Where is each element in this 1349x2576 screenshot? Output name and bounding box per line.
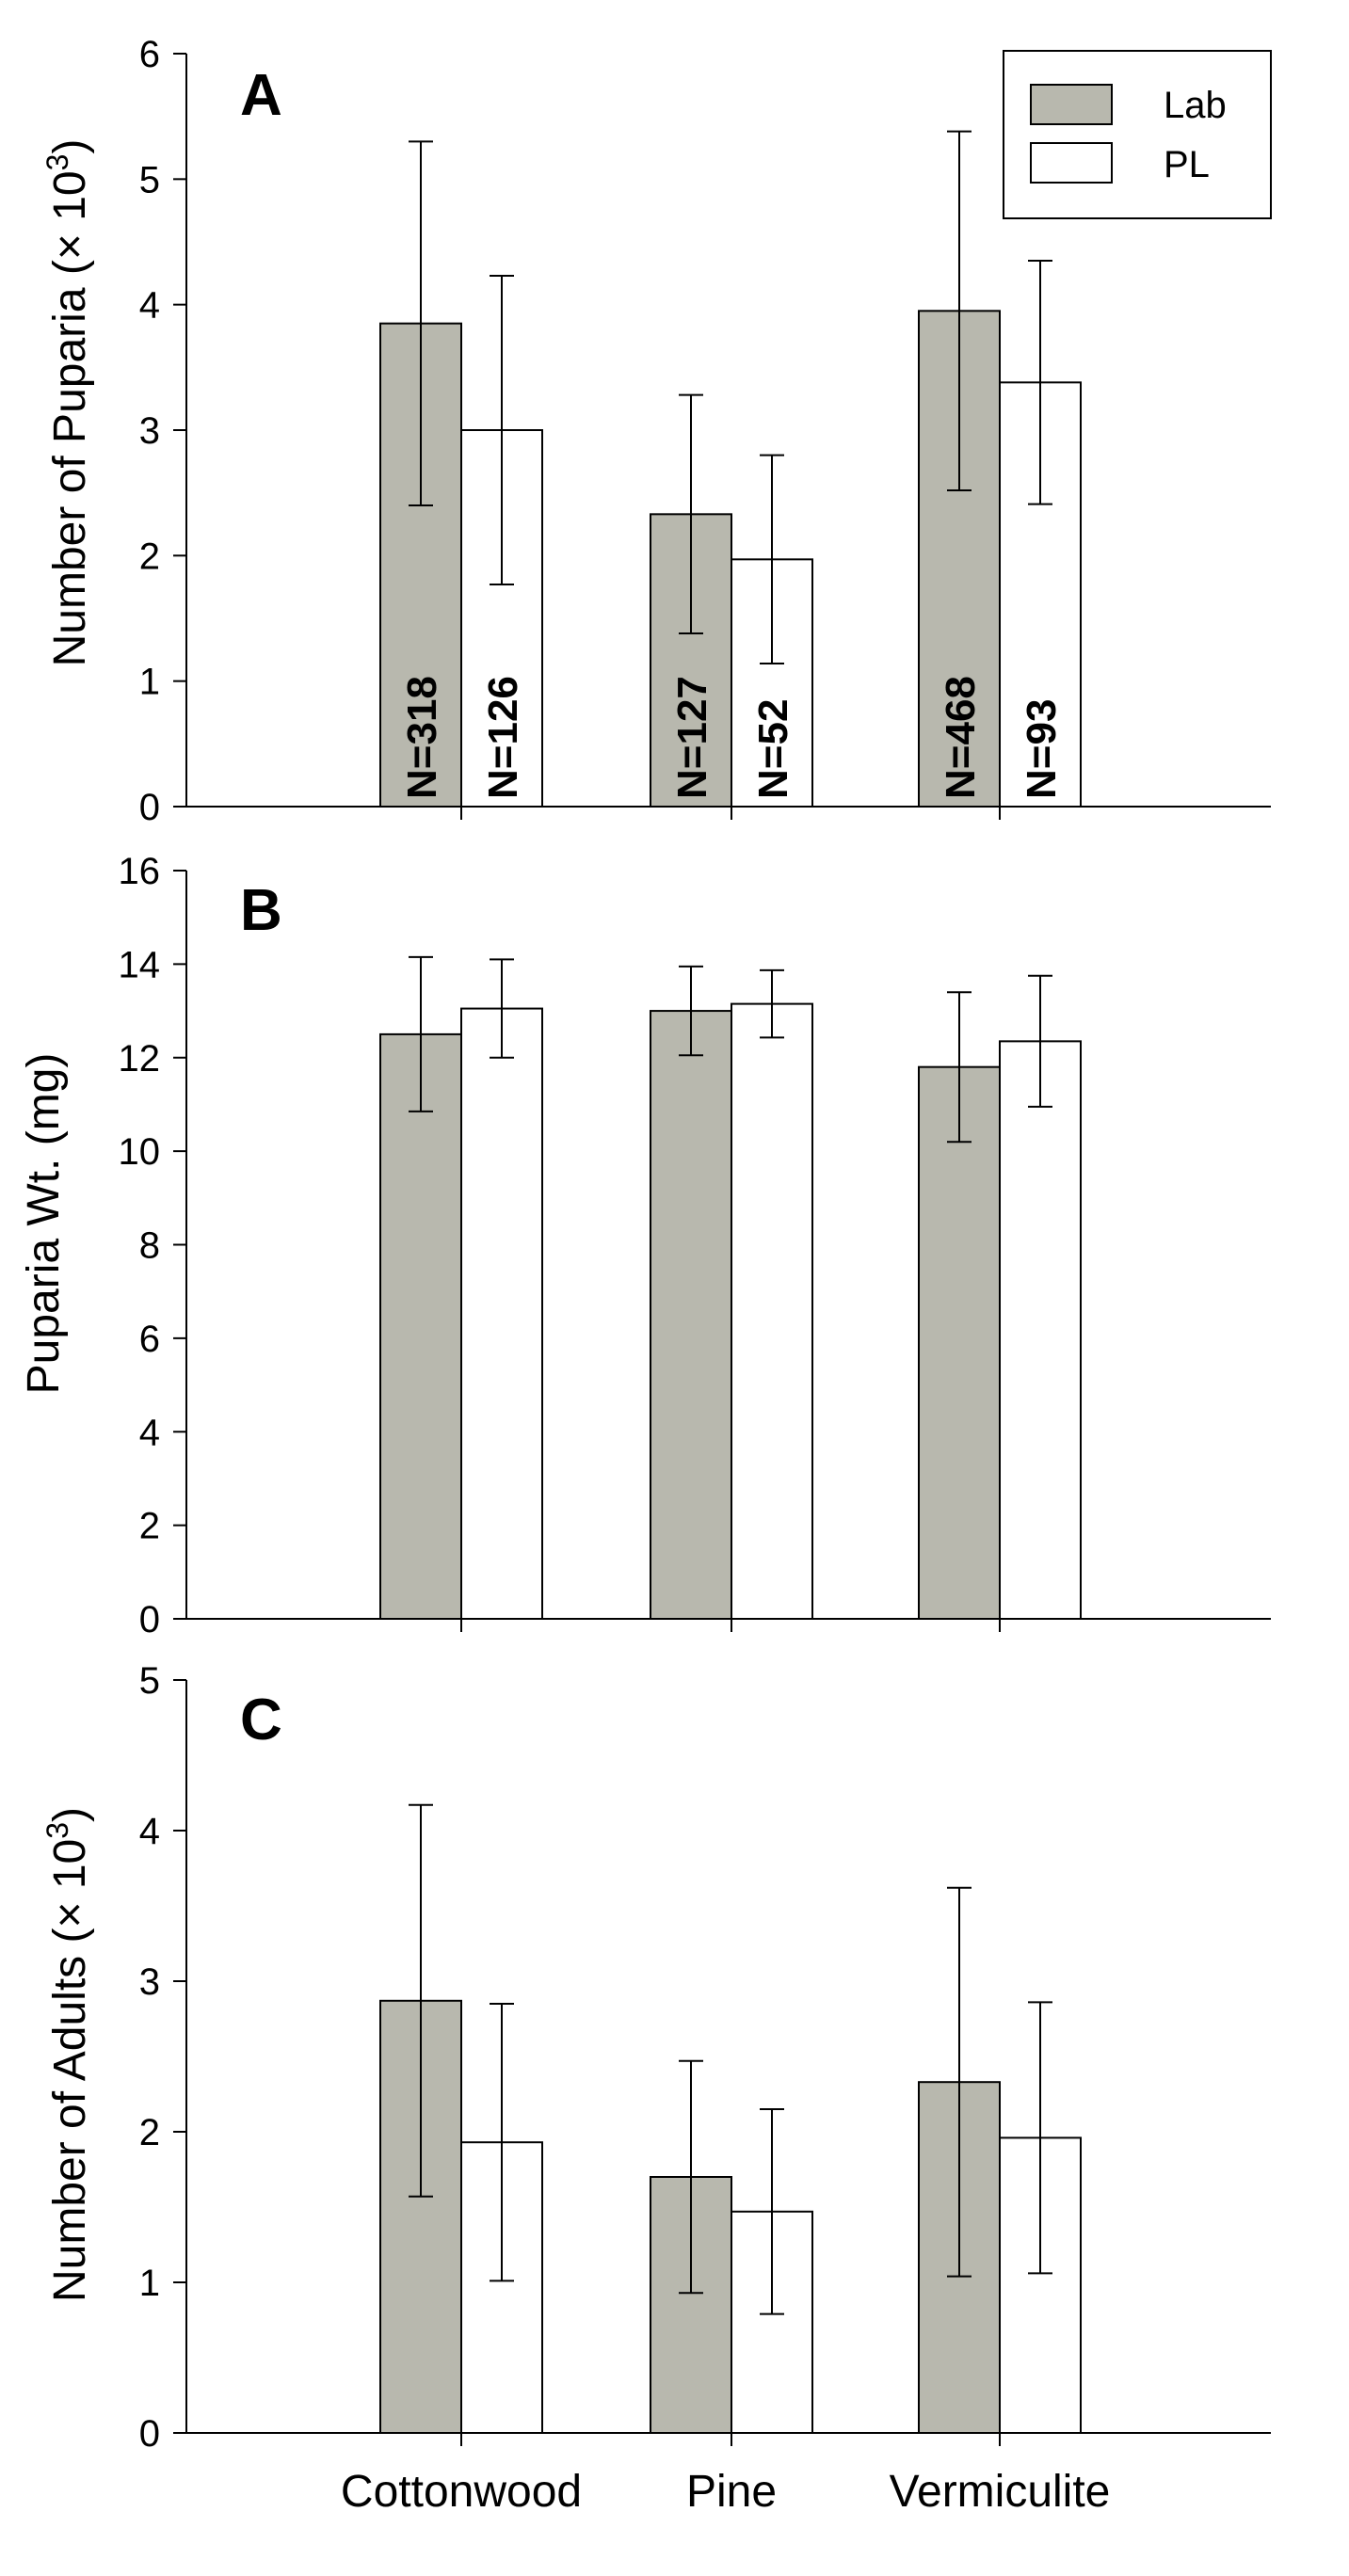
panel-c-letter: C <box>240 1688 282 1752</box>
y-tick-label: 3 <box>139 410 160 452</box>
legend-box <box>1003 50 1272 219</box>
panel-c: C Number of Adults (× 103) 0 1 2 3 4 5 Cotton… <box>40 1660 1271 2517</box>
sample-size-label: N=93 <box>1019 699 1065 799</box>
legend-swatch-lab <box>1030 84 1113 125</box>
error-bar-pl-pine <box>760 2108 784 2315</box>
panel-c-ylabel: Number of Adults (× 103) <box>40 1807 95 2302</box>
error-bar-pl-pine <box>760 968 784 1039</box>
y-tick-label: 5 <box>139 159 160 200</box>
y-tick-label: 0 <box>139 2413 160 2455</box>
error-bar-lab-pine <box>679 965 703 1057</box>
bar-pl-cottonwood <box>460 2141 543 2434</box>
error-bar-pl-vermiculite <box>1028 2001 1052 2275</box>
sample-size-label: N=52 <box>750 699 796 799</box>
y-tick-label: 4 <box>139 285 160 327</box>
error-bar-lab-cottonwood <box>409 140 433 506</box>
panel-a-letter: A <box>240 63 282 128</box>
y-tick-label: 6 <box>139 34 160 75</box>
x-category-label: Vermiculite <box>890 2467 1111 2517</box>
error-bar-pl-cottonwood <box>490 2003 514 2282</box>
legend-swatch-pl <box>1030 142 1113 184</box>
sample-size-label: N=468 <box>938 676 984 799</box>
bar-pl-vermiculite <box>999 1040 1082 1620</box>
panel-a: A Number of Puparia (× 103) N=318 N=126 N=… <box>40 34 1272 828</box>
panel-b: B Puparia Wt. (mg) 0 2 4 6 8 10 12 14 16 <box>19 851 1271 1640</box>
y-tick-label: 6 <box>139 1319 160 1360</box>
y-tick-label: 2 <box>139 2112 160 2153</box>
error-bar-lab-cottonwood <box>409 1803 433 2198</box>
y-tick-label: 0 <box>139 1599 160 1640</box>
legend: Lab PL <box>1003 50 1272 219</box>
bar-pl-pine <box>731 1002 813 1620</box>
error-bar-lab-vermiculite <box>947 991 972 1144</box>
bar-lab-vermiculite <box>918 1065 1001 1620</box>
sample-size-label: N=127 <box>669 676 715 799</box>
legend-label-lab: Lab <box>1164 85 1227 126</box>
sample-size-label: N=126 <box>480 676 526 799</box>
sample-size-label: N=318 <box>399 676 445 799</box>
y-tick-label: 1 <box>139 662 160 703</box>
panel-b-ylabel: Puparia Wt. (mg) <box>19 1053 69 1395</box>
y-tick-label: 4 <box>139 1412 160 1453</box>
y-tick-label: 10 <box>119 1131 161 1173</box>
y-tick-label: 3 <box>139 1961 160 2003</box>
error-bar-pl-cottonwood <box>490 958 514 1059</box>
y-tick-label: 8 <box>139 1225 160 1267</box>
error-bar-pl-vermiculite <box>1028 974 1052 1108</box>
x-category-label: Cottonwood <box>341 2467 582 2517</box>
y-tick-label: 16 <box>119 851 161 892</box>
error-bar-pl-pine <box>760 454 784 664</box>
bar-pl-cottonwood <box>460 1007 543 1620</box>
y-tick-label: 5 <box>139 1660 160 1702</box>
error-bar-pl-cottonwood <box>490 275 514 585</box>
y-tick-label: 2 <box>139 1506 160 1547</box>
y-tick-label: 2 <box>139 536 160 577</box>
y-tick-label: 1 <box>139 2263 160 2304</box>
error-bar-lab-pine <box>679 393 703 634</box>
error-bar-lab-vermiculite <box>947 130 972 491</box>
y-tick-label: 12 <box>119 1038 161 1080</box>
error-bar-lab-pine <box>679 2059 703 2295</box>
panel-a-ylabel: Number of Puparia (× 103) <box>40 139 95 667</box>
error-bar-lab-cottonwood <box>409 955 433 1112</box>
y-tick-label: 4 <box>139 1811 160 1852</box>
error-bar-pl-vermiculite <box>1028 260 1052 505</box>
y-tick-label: 14 <box>119 944 161 985</box>
y-tick-label: 0 <box>139 787 160 828</box>
x-category-label: Pine <box>686 2467 777 2517</box>
bar-lab-cottonwood <box>379 1032 462 1620</box>
legend-label-pl: PL <box>1164 144 1210 185</box>
panel-b-letter: B <box>240 878 282 943</box>
error-bar-lab-vermiculite <box>947 1886 972 2278</box>
bar-lab-pine <box>650 1010 732 1620</box>
